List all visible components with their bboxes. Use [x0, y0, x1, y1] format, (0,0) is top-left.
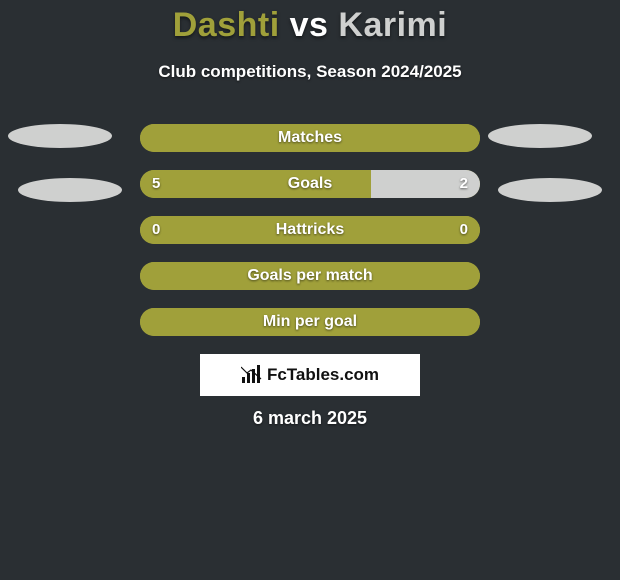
source-logo: FcTables.com	[200, 354, 420, 396]
player2-name: Karimi	[338, 6, 447, 44]
stat-row: Matches	[0, 124, 620, 152]
stat-bar-left	[140, 124, 480, 152]
stat-bar-track	[140, 308, 480, 336]
stat-bar-track	[140, 262, 480, 290]
stat-row: Goals52	[0, 170, 620, 198]
page-title: Dashti vs Karimi	[0, 6, 620, 45]
stat-rows: MatchesGoals52Hattricks00Goals per match…	[0, 124, 620, 354]
stat-value-right: 0	[460, 216, 468, 244]
stat-row: Hattricks00	[0, 216, 620, 244]
stat-bar-track	[140, 124, 480, 152]
stat-bar-track	[140, 216, 480, 244]
stat-bar-left	[140, 170, 371, 198]
date-label: 6 march 2025	[0, 408, 620, 429]
stat-row: Goals per match	[0, 262, 620, 290]
stat-value-left: 5	[152, 170, 160, 198]
stat-value-right: 2	[460, 170, 468, 198]
comparison-infographic: Dashti vs Karimi Club competitions, Seas…	[0, 0, 620, 580]
player1-name: Dashti	[173, 6, 280, 44]
source-logo-text: FcTables.com	[267, 365, 379, 385]
stat-row: Min per goal	[0, 308, 620, 336]
title-vs: vs	[290, 6, 329, 44]
stat-bar-left	[140, 308, 480, 336]
barchart-icon	[241, 365, 263, 385]
stat-bar-track	[140, 170, 480, 198]
stat-bar-left	[140, 262, 480, 290]
stat-bar-left	[140, 216, 480, 244]
subtitle: Club competitions, Season 2024/2025	[0, 62, 620, 82]
stat-value-left: 0	[152, 216, 160, 244]
